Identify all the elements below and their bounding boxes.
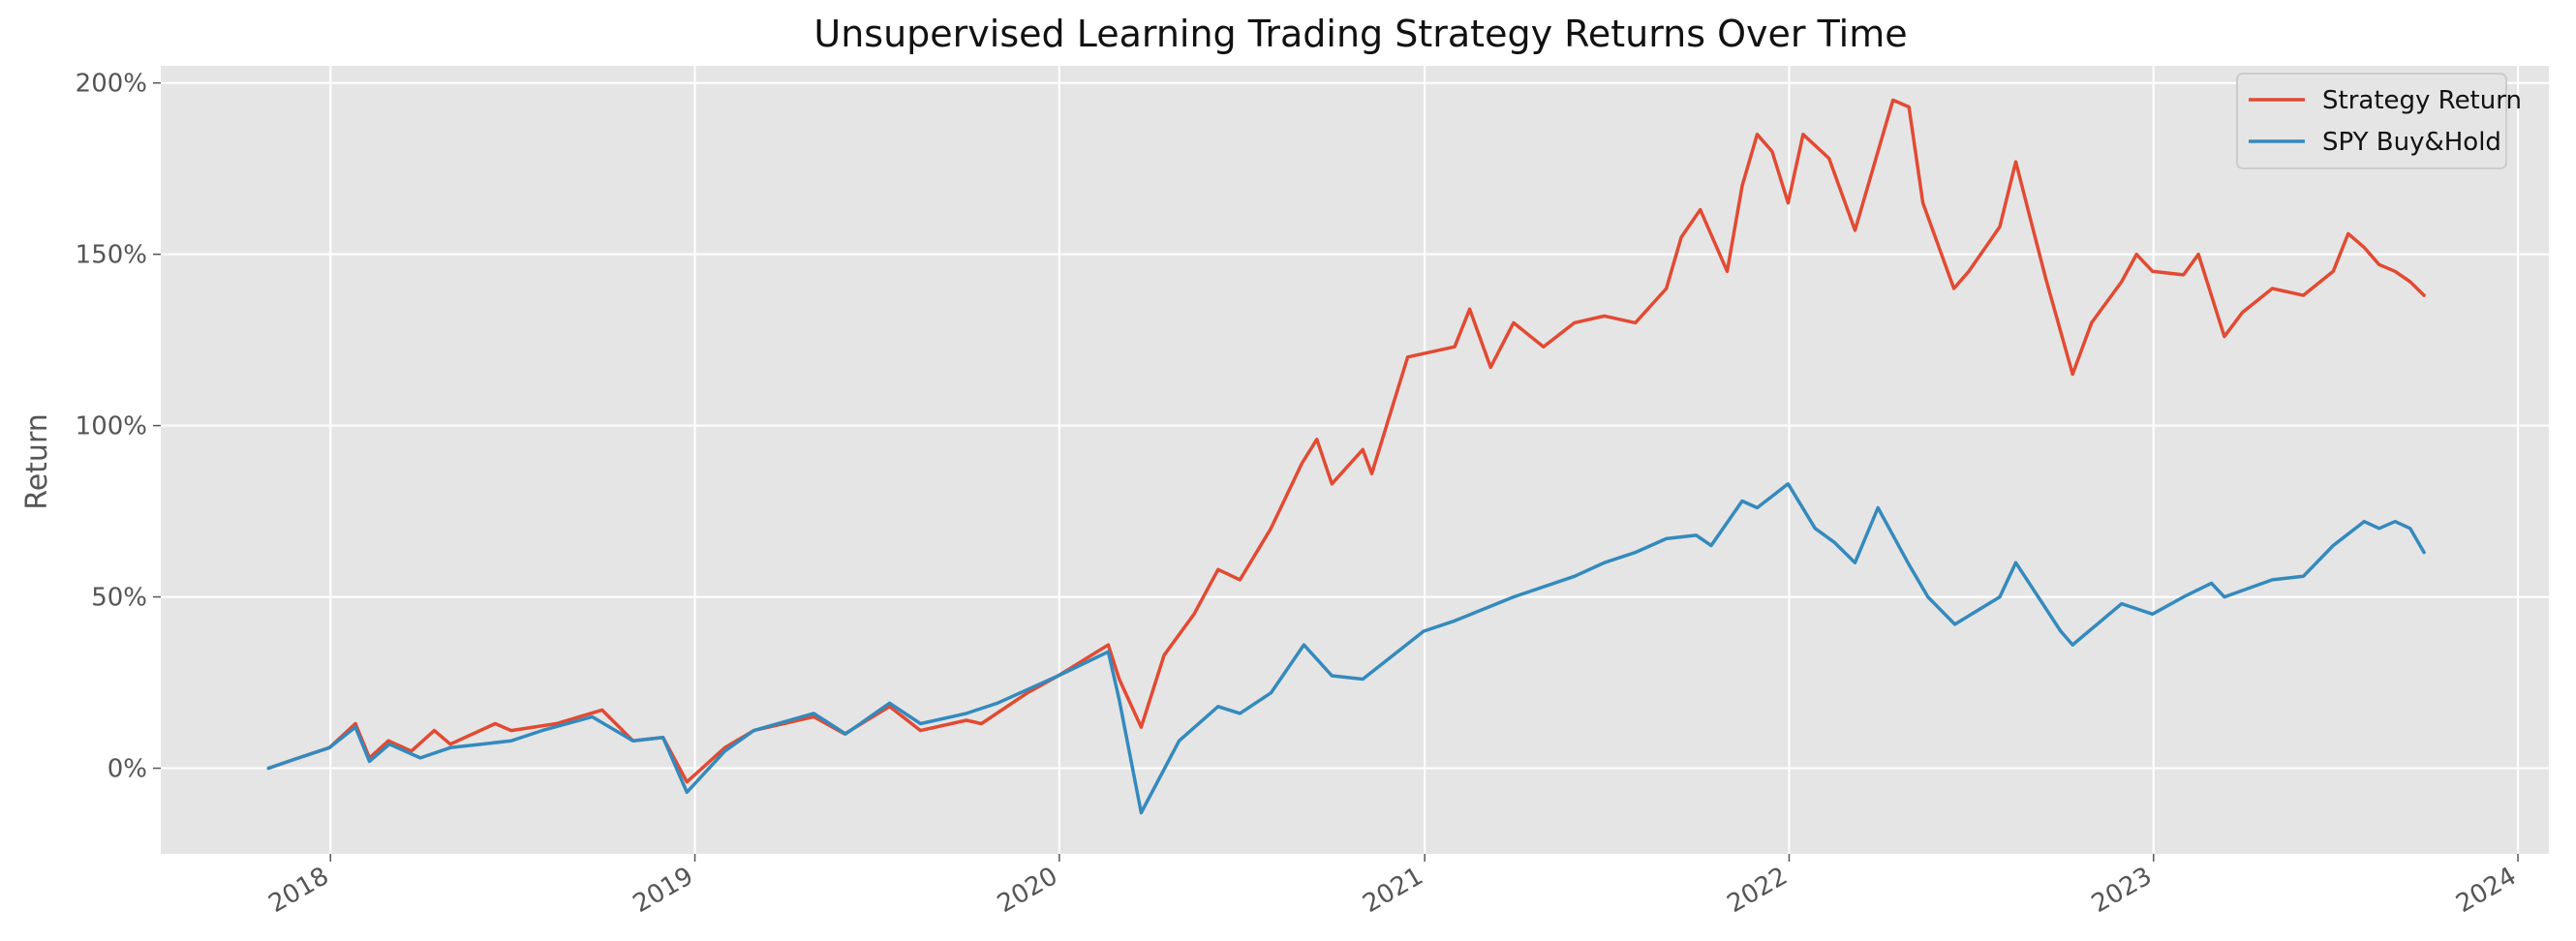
y-tick-label: 100% <box>76 412 147 441</box>
legend-label-strategy-return: Strategy Return <box>2322 86 2522 115</box>
y-axis-label: Return <box>20 413 54 510</box>
legend-box <box>2236 73 2507 169</box>
grid-layer <box>161 66 2549 854</box>
legend-label-spy-buy-hold: SPY Buy&Hold <box>2322 128 2501 157</box>
chart-title: Unsupervised Learning Trading Strategy R… <box>813 13 1907 55</box>
series-line-spy-buy-hold <box>266 482 2426 815</box>
series-layer <box>266 98 2426 815</box>
y-tick-label: 200% <box>76 70 147 99</box>
y-tick-label: 0% <box>107 755 147 784</box>
y-tick-label: 150% <box>76 241 147 270</box>
legend: Strategy Return SPY Buy&Hold <box>2236 73 2522 169</box>
y-tick-label: 50% <box>91 584 147 613</box>
